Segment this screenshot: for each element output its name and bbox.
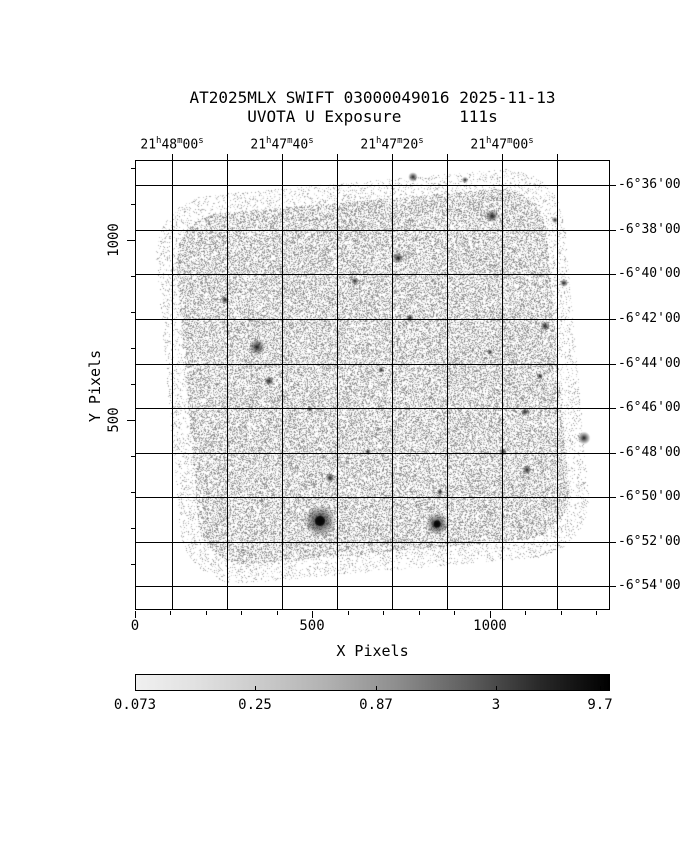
- colorbar-label: 0.87: [359, 697, 393, 713]
- y-axis-title: Y Pixels: [86, 349, 104, 423]
- y-major-tick: [127, 240, 135, 241]
- dec-tick-mark: [610, 586, 616, 587]
- y-tick-label: 500: [106, 407, 122, 433]
- x-tick-label: 1000: [473, 618, 507, 634]
- x-minor-tick: [596, 611, 597, 615]
- x-major-tick: [490, 611, 491, 618]
- x-minor-tick: [525, 611, 526, 615]
- dec-tick-mark: [610, 274, 616, 275]
- dec-tick-mark: [610, 185, 616, 186]
- dec-tick-mark: [610, 230, 616, 231]
- dec-tick-label: -6°50'00: [618, 489, 680, 504]
- dec-tick-label: -6°48'00: [618, 445, 680, 460]
- x-major-tick: [135, 611, 136, 618]
- dec-tick-label: -6°38'00: [618, 222, 680, 237]
- x-minor-tick: [383, 611, 384, 615]
- dec-tick-mark: [610, 453, 616, 454]
- y-major-tick: [127, 420, 135, 421]
- colorbar: [135, 674, 610, 691]
- plot-title: AT2025MLX SWIFT 03000049016 2025-11-13: [189, 88, 556, 107]
- x-tick-label: 500: [299, 618, 325, 634]
- dec-tick-label: -6°40'00: [618, 266, 680, 281]
- x-minor-tick: [277, 611, 278, 615]
- x-axis-title: X Pixels: [336, 642, 409, 660]
- ra-tick-label: 21h47m00s: [470, 136, 534, 153]
- x-minor-tick: [419, 611, 420, 615]
- dec-tick-mark: [610, 408, 616, 409]
- plot-frame: [135, 160, 610, 610]
- colorbar-label: 3: [491, 697, 501, 713]
- dec-tick-label: -6°52'00: [618, 534, 680, 549]
- x-minor-tick: [206, 611, 207, 615]
- dec-tick-label: -6°42'00: [618, 311, 680, 326]
- colorbar-label: 0.073: [113, 697, 157, 713]
- ra-tick-label: 21h48m00s: [140, 136, 204, 153]
- x-minor-tick: [561, 611, 562, 615]
- plot-subtitle: UVOTA U Exposure 111s: [247, 107, 498, 126]
- dec-tick-mark: [610, 542, 616, 543]
- dec-tick-mark: [610, 497, 616, 498]
- dec-tick-mark: [610, 364, 616, 365]
- colorbar-label: 0.25: [238, 697, 272, 713]
- dec-tick-mark: [610, 319, 616, 320]
- ra-tick-label: 21h47m40s: [250, 136, 314, 153]
- dec-tick-label: -6°44'00: [618, 356, 680, 371]
- x-tick-label: 0: [130, 618, 140, 634]
- exposure-image-canvas: [135, 160, 610, 610]
- x-minor-tick: [170, 611, 171, 615]
- ra-tick-label: 21h47m20s: [360, 136, 424, 153]
- dec-tick-label: -6°36'00: [618, 177, 680, 192]
- dec-tick-label: -6°54'00: [618, 578, 680, 593]
- colorbar-label: 9.7: [587, 697, 613, 713]
- dec-tick-label: -6°46'00: [618, 400, 680, 415]
- x-minor-tick: [454, 611, 455, 615]
- x-major-tick: [312, 611, 313, 618]
- y-tick-label: 1000: [106, 223, 122, 257]
- x-minor-tick: [348, 611, 349, 615]
- x-minor-tick: [241, 611, 242, 615]
